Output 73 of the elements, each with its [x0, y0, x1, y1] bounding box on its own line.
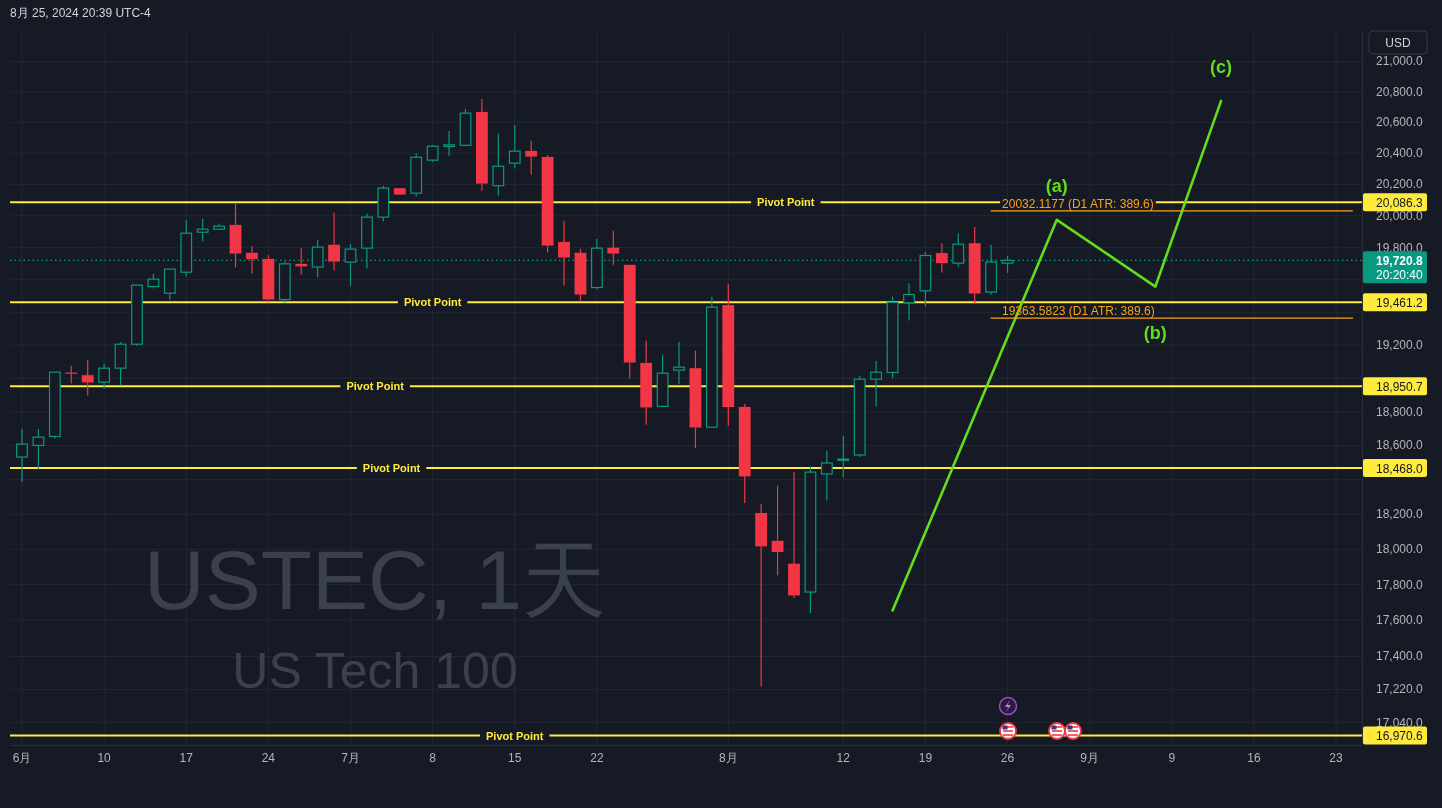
annotation: Pivot Point — [346, 380, 405, 393]
y-axis-title: USD — [1385, 36, 1411, 50]
candlestick — [213, 223, 226, 230]
y-tick-label: 19,800.0 — [1376, 240, 1424, 255]
x-tick-label: 8月 — [718, 751, 738, 765]
x-tick-label: 15 — [508, 751, 522, 765]
candlestick — [870, 360, 883, 408]
candlestick — [246, 245, 258, 275]
y-tick-label: 21,000.0 — [1376, 54, 1424, 69]
ref-line-label: 20,086.3 — [1376, 195, 1424, 210]
candlestick — [673, 341, 685, 385]
candlestick — [48, 371, 61, 440]
text: 8月 25, 2024 20:39 UTC-4 — [10, 6, 152, 20]
x-tick-label: 22 — [590, 751, 604, 765]
y-tick-label: 20,600.0 — [1376, 115, 1424, 130]
annotation: (a) — [1045, 175, 1068, 196]
y-tick-label: 17,600.0 — [1376, 613, 1424, 628]
x-tick-label: 10 — [97, 751, 112, 765]
annotation: Pivot Point — [486, 729, 544, 742]
candlestick — [98, 363, 111, 390]
candlestick — [361, 213, 373, 270]
y-tick-label: 17,400.0 — [1376, 649, 1424, 664]
annotation: Pivot Point — [757, 196, 815, 209]
y-tick-label: 18,800.0 — [1376, 404, 1424, 419]
candlestick — [393, 188, 406, 195]
candlestick — [722, 283, 735, 427]
x-tick-label: 16 — [1247, 751, 1261, 765]
y-tick-label: 20,200.0 — [1376, 177, 1424, 192]
ref-line-label: 18,468.0 — [1376, 461, 1424, 476]
y-tick-label: 20,400.0 — [1376, 146, 1424, 161]
x-tick-label: 9 — [1168, 751, 1176, 765]
y-tick-label: 19,200.0 — [1376, 338, 1424, 353]
candlestick — [903, 282, 915, 322]
y-tick-label: 18,000.0 — [1376, 542, 1424, 557]
y-tick-label: 20,000.0 — [1376, 208, 1424, 223]
candlestick — [443, 130, 455, 157]
candlestick — [656, 354, 669, 408]
candlestick — [771, 485, 784, 576]
y-tick-label: 17,220.0 — [1376, 682, 1424, 697]
candlestick — [131, 284, 143, 347]
y-tick-label: 18,200.0 — [1376, 507, 1424, 522]
ref-line-label: 18,950.7 — [1376, 379, 1424, 394]
candlestick — [788, 471, 800, 599]
candlestick — [755, 503, 768, 688]
annotation: Pivot Point — [362, 462, 421, 475]
line-series — [891, 99, 1223, 612]
x-tick-label: 12 — [836, 751, 851, 765]
candlestick — [705, 296, 718, 428]
y-tick-label: 20,800.0 — [1376, 84, 1424, 99]
x-tick-label: 19 — [918, 751, 933, 765]
x-tick-label: 24 — [261, 751, 276, 765]
annotation: Pivot Point — [403, 296, 462, 309]
x-tick-label: 23 — [1329, 751, 1344, 765]
ref-line-label: 19,720.8 20:20:40 — [1376, 253, 1424, 282]
y-tick-label: 18,600.0 — [1376, 438, 1424, 453]
y-tick-label: 17,040.0 — [1376, 715, 1424, 730]
annotation: (b) — [1143, 322, 1167, 343]
candlestick — [820, 449, 833, 501]
candlestick — [476, 98, 488, 192]
candlestick — [328, 212, 340, 272]
series-label: 20032.1177 (D1 ATR: 389.6) — [1002, 196, 1154, 211]
x-tick-label: 26 — [1000, 751, 1015, 765]
x-tick-label: 17 — [179, 751, 194, 765]
candlestick — [558, 220, 570, 287]
y-tick-label: 17,800.0 — [1376, 577, 1424, 592]
x-tick-label: 6月 — [12, 751, 32, 765]
ref-line-label: 16,970.6 — [1376, 729, 1424, 744]
x-tick-label: 8 — [429, 751, 437, 765]
ref-line-label: 19,461.2 — [1376, 295, 1424, 310]
x-tick-label: 7月 — [341, 751, 360, 765]
x-tick-label: 9月 — [1080, 751, 1100, 765]
candlestick — [16, 428, 28, 483]
annotation: (c) — [1210, 56, 1233, 77]
